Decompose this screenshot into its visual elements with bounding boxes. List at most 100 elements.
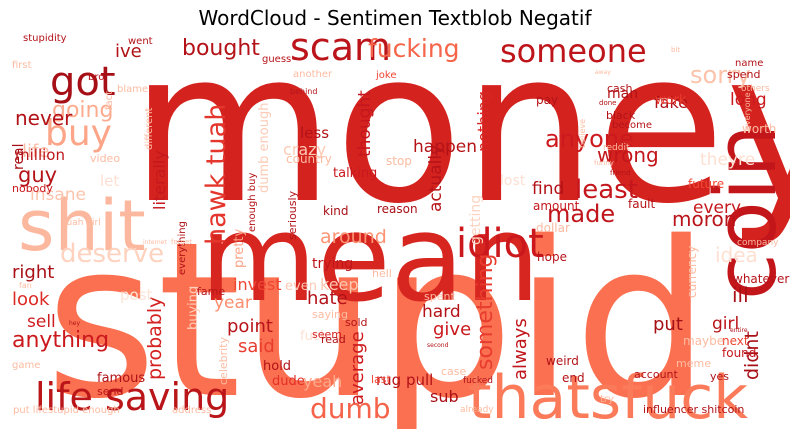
- word-dumb: dumb: [310, 392, 391, 425]
- word-second: second: [427, 342, 449, 349]
- word-end: end: [562, 371, 585, 385]
- word-everything: everything: [177, 221, 188, 275]
- word-funny: funny: [594, 159, 614, 167]
- word-long: long: [730, 90, 767, 110]
- word-point: point: [227, 316, 273, 337]
- word-idea: idea: [715, 243, 758, 267]
- word-believe: believe: [578, 119, 587, 148]
- word-fact: fact: [104, 91, 115, 110]
- word-scam: scam: [290, 25, 391, 69]
- word-literally: literally: [150, 150, 169, 210]
- word-guess: guess: [262, 54, 291, 65]
- word-lost: lost: [500, 173, 526, 189]
- word-game: game: [12, 360, 40, 371]
- word-pay: pay: [536, 93, 558, 107]
- word-idiot: idiot: [456, 221, 544, 267]
- word-others: others: [741, 84, 770, 94]
- word-address: address: [172, 405, 211, 416]
- word-life: life: [22, 141, 49, 162]
- word-hate: hate: [307, 288, 348, 309]
- word-stop: stop: [386, 154, 412, 168]
- word-happen: happen: [413, 137, 477, 157]
- word-amount: amount: [533, 199, 580, 213]
- word-celebrity: celebrity: [217, 336, 230, 385]
- word-tuah-girl: tuah girl: [63, 218, 101, 228]
- word-theyre: theyre: [700, 150, 755, 170]
- word-worth: worth: [742, 122, 776, 136]
- word-actually: actually: [426, 145, 446, 212]
- word-dollar: dollar: [536, 221, 570, 235]
- word-mean: mean: [200, 190, 540, 329]
- word-fucked: fucked: [463, 376, 493, 386]
- word-fuck: fuck: [300, 329, 328, 344]
- word-reddit: reddit: [603, 143, 630, 153]
- word-bought: bought: [182, 36, 260, 61]
- word-coin: coin: [697, 124, 790, 300]
- word-internet: internet: [143, 239, 167, 246]
- word-dude: dude: [272, 374, 305, 389]
- word-hell: hell: [372, 267, 392, 280]
- word-everyone: everyone: [743, 92, 752, 130]
- word-country: country: [286, 152, 332, 166]
- word-sub: sub: [430, 387, 459, 406]
- word-become: become: [612, 120, 652, 131]
- word-let: let: [100, 172, 119, 190]
- word-trying: trying: [312, 256, 353, 272]
- word-fame: fame: [197, 285, 225, 298]
- word-spend: spend: [727, 68, 760, 81]
- word-probably: probably: [144, 297, 166, 380]
- word-bro: bro: [88, 72, 104, 83]
- word-reason: reason: [377, 202, 418, 216]
- word-account: account: [634, 368, 679, 381]
- word-deserve: deserve: [60, 239, 164, 269]
- word-done: done: [599, 99, 616, 107]
- word-forget: forget: [171, 238, 192, 246]
- word-blame: blame: [117, 84, 148, 95]
- word-shit: shit: [18, 185, 146, 267]
- word-black: black: [606, 109, 636, 122]
- word-crazy: crazy: [283, 140, 326, 159]
- word-another: another: [293, 69, 333, 80]
- word-year: year: [214, 293, 252, 313]
- word-said: said: [238, 336, 275, 357]
- chart-title: WordCloud - Sentimen Textblob Negatif: [198, 6, 592, 30]
- word-influencer-shitcoin: influencer shitcoin: [643, 403, 744, 416]
- word-ill: ill: [732, 283, 749, 307]
- word-every: every: [693, 198, 741, 218]
- word-meme: meme: [676, 357, 711, 370]
- word-already: already: [460, 405, 494, 415]
- word-rug-pull: rug pull: [376, 371, 433, 389]
- word-send: send: [97, 385, 123, 398]
- word-weird: weird: [546, 354, 579, 368]
- word-right: right: [12, 262, 54, 283]
- word-stupid: stupid: [45, 195, 710, 429]
- word-hard: hard: [422, 302, 461, 322]
- word-guy: guy: [18, 163, 57, 187]
- word-anyone: anyone: [545, 125, 634, 153]
- word-hold: hold: [263, 359, 291, 374]
- word-try: try: [600, 394, 614, 405]
- word-around: around: [320, 226, 387, 248]
- word-invest: invest: [233, 275, 282, 294]
- word-fault: fault: [628, 197, 656, 211]
- word-first: first: [12, 60, 32, 71]
- word-thatsfuck: thatsfuck: [468, 363, 748, 429]
- word-currency: currency: [685, 246, 699, 298]
- word-last: last: [371, 373, 392, 386]
- word-always: always: [510, 318, 531, 380]
- word-sell: sell: [27, 312, 56, 332]
- word-sold: sold: [345, 316, 368, 329]
- word-cash: cash: [607, 82, 633, 95]
- word-less: less: [300, 124, 329, 142]
- word-insane: insane: [30, 185, 86, 205]
- word-life-saving: life saving: [35, 375, 229, 419]
- word-hawk-tuah: hawk tuah: [201, 104, 232, 245]
- word-got: got: [50, 59, 116, 105]
- word-maybe: maybe: [683, 334, 724, 348]
- word-yeah: yeah: [303, 372, 342, 391]
- word-even: even: [285, 279, 317, 294]
- word-fan: fan: [19, 281, 32, 290]
- word-enough-buy: enough buy: [247, 173, 258, 232]
- word-never: never: [15, 106, 73, 130]
